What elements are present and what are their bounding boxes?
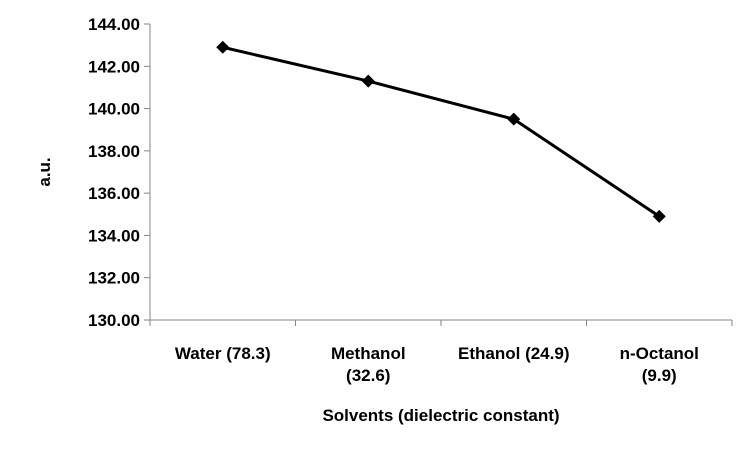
x-axis: Water (78.3) Methanol (32.6) Ethanol (24.9)… [149, 319, 733, 385]
y-axis-title: a.u. [35, 157, 54, 186]
data-point-marker [361, 74, 375, 88]
data-point-marker [216, 40, 230, 54]
x-tick-label: Water (78.3) [175, 344, 271, 363]
y-ticks: 130.00 132.00 134.00 136.00 138.00 140.00 142.… [88, 15, 150, 330]
y-tick-label: 130.00 [88, 311, 140, 330]
x-tick-label: Methanol (32.6) [331, 344, 406, 385]
y-tick-label: 134.00 [88, 226, 140, 245]
x-axis-title: Solvents (dielectric constant) [322, 406, 559, 425]
y-tick-label: 136.00 [88, 184, 140, 203]
y-tick-label: 132.00 [88, 269, 140, 288]
x-tick-label: Ethanol (24.9) [458, 344, 569, 363]
series-layer [216, 40, 666, 223]
y-tick-label: 142.00 [88, 57, 140, 76]
y-axis: 130.00 132.00 134.00 136.00 138.00 140.00 142.… [88, 15, 151, 330]
data-point-marker [507, 112, 521, 126]
series-line [222, 45, 661, 218]
x-ticks: Water (78.3) Methanol (32.6) Ethanol (24.9)… [149, 320, 733, 385]
y-tick-label: 140.00 [88, 100, 140, 119]
data-point-marker [652, 209, 666, 223]
y-tick-label: 144.00 [88, 15, 140, 34]
y-tick-label: 138.00 [88, 142, 140, 161]
x-tick-label: n-Octanol (9.9) [620, 344, 699, 385]
